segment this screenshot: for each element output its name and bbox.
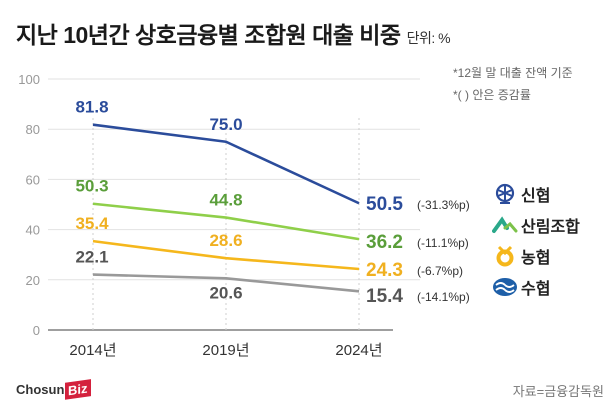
legend-label: 산림조합	[521, 218, 580, 236]
x-tick-label: 2019년	[202, 342, 249, 359]
end-value-label: 50.5	[366, 194, 403, 215]
change-label: (-31.3%p)	[417, 198, 470, 212]
legend-item-nonghyup: 농협	[492, 240, 580, 271]
logo-text: Chosun	[16, 382, 65, 397]
data-label: 44.8	[209, 191, 242, 210]
logo-badge: Biz	[65, 379, 91, 400]
series-line-산림조합	[92, 202, 360, 241]
nonghyup-logo-icon	[496, 245, 514, 266]
unit-label: 단위: %	[406, 30, 451, 46]
suhyup-logo-icon	[493, 277, 517, 296]
data-label: 75.0	[209, 115, 242, 134]
y-tick-label: 40	[26, 223, 40, 238]
data-label: 20.6	[209, 283, 242, 302]
chart-title: 지난 10년간 상호금융별 조합원 대출 비중 단위: %	[16, 16, 451, 50]
change-label: (-11.1%p)	[417, 236, 469, 250]
chart-title-text: 지난 10년간 상호금융별 조합원 대출 비중	[16, 22, 401, 48]
legend-item-sanlim: 산림조합	[492, 209, 580, 240]
note-basis: *12월 말 대출 잔액 기준	[453, 66, 573, 80]
legend: 신협 산림조합 농협 수협	[492, 178, 580, 302]
source-note: 자료=금융감독원	[512, 384, 604, 399]
legend-item-shinhyup: 신협	[492, 178, 580, 209]
end-value-label: 15.4	[366, 286, 403, 307]
legend-label: 농협	[521, 249, 551, 267]
change-label: (-14.1%p)	[417, 290, 470, 304]
x-tick-label: 2024년	[335, 342, 382, 359]
shinhyup-logo-icon	[495, 183, 515, 204]
sanlim-logo-icon	[492, 215, 518, 233]
note-change: *( ) 안은 증감률	[453, 88, 531, 102]
data-label: 22.1	[75, 248, 108, 267]
series-line-신협	[92, 123, 360, 205]
x-tick-label: 2014년	[69, 342, 116, 359]
legend-item-suhyup: 수협	[492, 271, 580, 302]
series-line-농협	[92, 239, 360, 271]
y-tick-label: 100	[18, 72, 40, 87]
data-label: 81.8	[75, 98, 108, 117]
chosunbiz-logo: Chosun Biz	[16, 379, 91, 400]
change-label: (-6.7%p)	[417, 264, 463, 278]
data-label: 35.4	[75, 214, 109, 233]
data-label: 50.3	[75, 177, 108, 196]
end-value-label: 36.2	[366, 232, 403, 253]
y-tick-label: 60	[26, 172, 40, 187]
y-tick-label: 0	[33, 323, 40, 338]
legend-label: 수협	[521, 280, 551, 298]
y-tick-label: 80	[26, 122, 40, 137]
data-label: 28.6	[209, 231, 242, 250]
end-value-label: 24.3	[366, 260, 403, 281]
y-tick-label: 20	[26, 273, 40, 288]
legend-label: 신협	[521, 187, 551, 205]
series-line-수협	[92, 273, 360, 293]
